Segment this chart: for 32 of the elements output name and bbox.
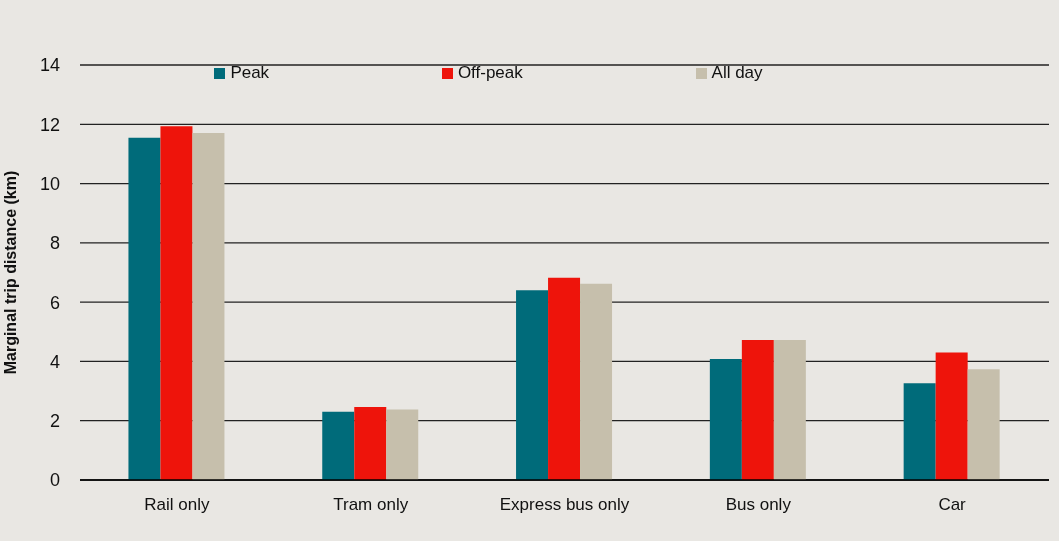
y-tick-label: 4 (49, 351, 60, 372)
legend-label: Off-peak (456, 63, 523, 83)
y-tick-label: 8 (49, 233, 60, 254)
x-tick-label: Rail only (144, 495, 210, 515)
x-tick-label: Car (938, 495, 967, 515)
bar (903, 383, 936, 480)
bar (386, 409, 419, 480)
y-tick-label: 14 (39, 55, 60, 76)
x-tick-label: Tram only (333, 495, 409, 515)
legend-label: All day (710, 63, 763, 83)
legend-label: Peak (229, 63, 270, 83)
bar (322, 411, 355, 480)
bar (967, 369, 1000, 480)
y-tick-label: 2 (49, 411, 60, 432)
y-tick-label: 10 (39, 173, 60, 194)
x-tick-label: Express bus only (499, 495, 630, 515)
bar (548, 277, 581, 480)
bar (160, 126, 193, 480)
bar (354, 407, 387, 480)
y-tick-label: 6 (49, 292, 60, 313)
bar (741, 340, 774, 480)
bar (773, 340, 806, 480)
y-tick-label: 12 (39, 114, 60, 135)
bar (935, 352, 968, 480)
bar (580, 283, 613, 480)
x-tick-label: Bus only (725, 495, 792, 515)
bar (709, 359, 742, 480)
bar (516, 290, 549, 480)
bar (128, 137, 161, 480)
bar (192, 132, 225, 480)
y-tick-label: 0 (49, 470, 60, 491)
y-axis-title: Marginal trip distance (km) (1, 170, 19, 375)
